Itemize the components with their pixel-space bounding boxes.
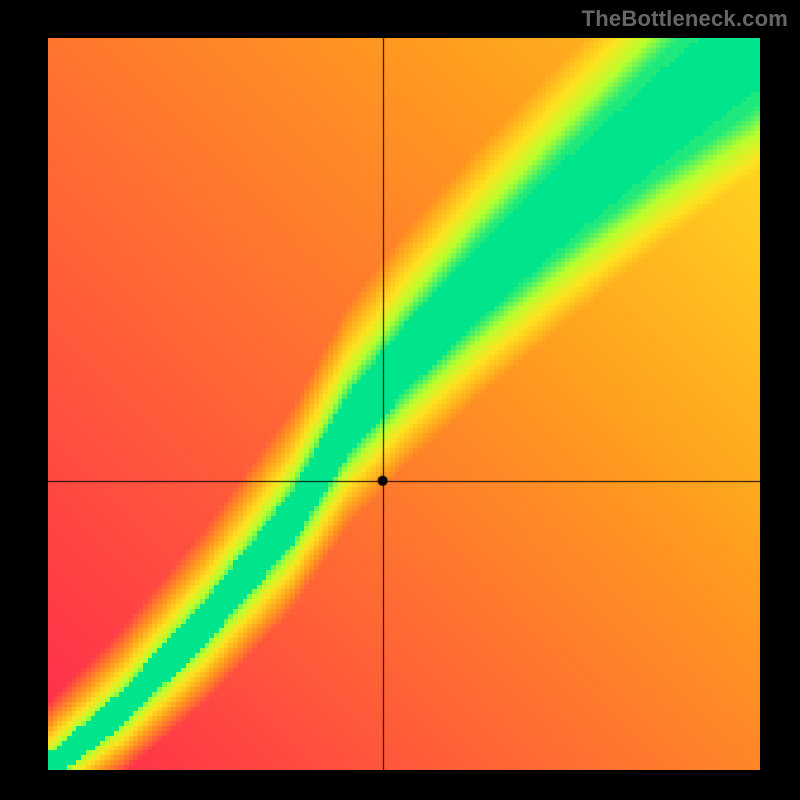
crosshair-overlay [48,38,760,770]
watermark-text: TheBottleneck.com [582,6,788,32]
